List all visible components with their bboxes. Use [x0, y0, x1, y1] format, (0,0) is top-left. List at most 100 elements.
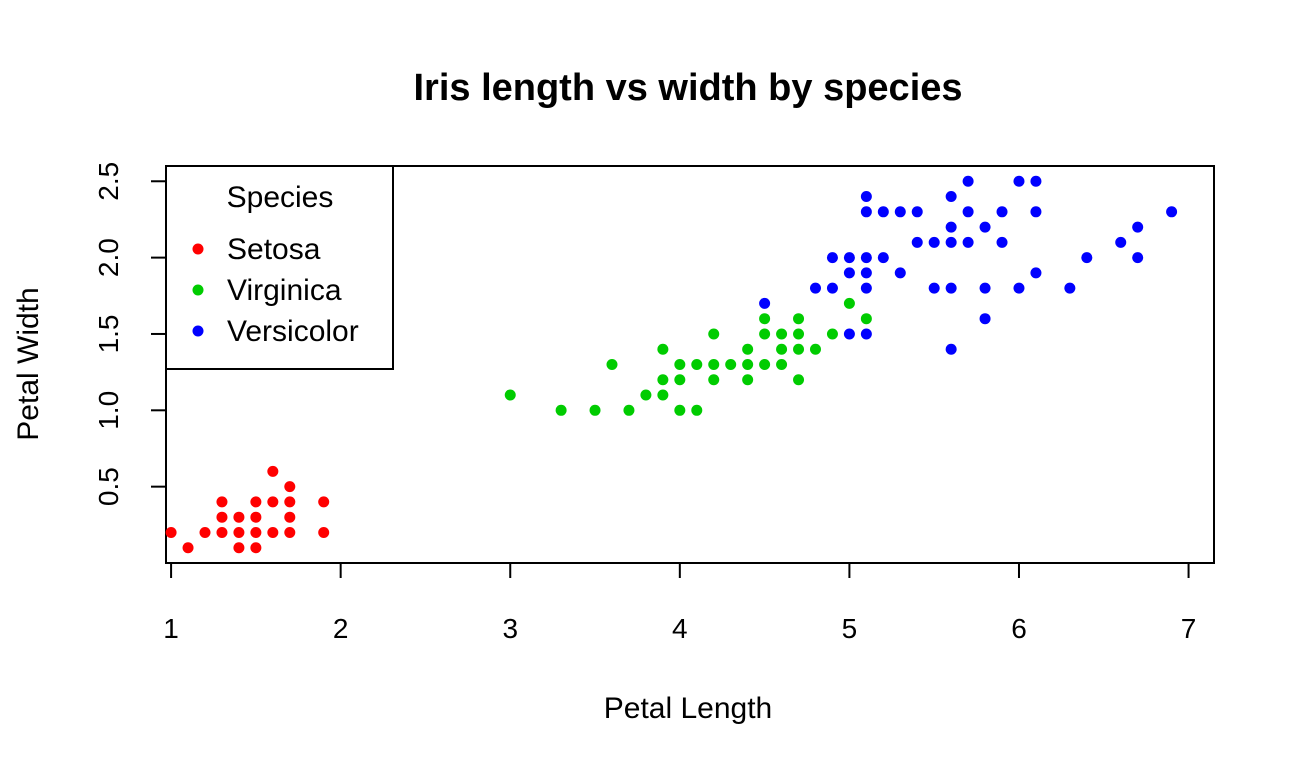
point-virginica — [793, 343, 805, 355]
point-versicolor — [996, 206, 1008, 218]
x-tick-label: 5 — [842, 613, 858, 644]
point-setosa — [250, 511, 262, 523]
point-setosa — [318, 496, 330, 508]
point-setosa — [233, 542, 245, 554]
point-virginica — [674, 374, 686, 386]
point-versicolor — [843, 328, 855, 340]
point-virginica — [793, 374, 805, 386]
point-versicolor — [979, 313, 991, 325]
point-virginica — [776, 328, 788, 340]
point-setosa — [216, 496, 228, 508]
point-setosa — [284, 481, 296, 493]
point-setosa — [233, 526, 245, 538]
y-tick-label: 1.0 — [93, 391, 124, 430]
x-tick-label: 7 — [1181, 613, 1197, 644]
point-versicolor — [877, 206, 889, 218]
point-setosa — [250, 526, 262, 538]
x-tick-label: 3 — [502, 613, 518, 644]
y-tick-label: 1.5 — [93, 314, 124, 353]
point-setosa — [284, 496, 296, 508]
point-versicolor — [860, 252, 872, 264]
point-versicolor — [843, 267, 855, 279]
point-setosa — [267, 465, 279, 477]
point-setosa — [182, 542, 194, 554]
point-setosa — [284, 511, 296, 523]
point-virginica — [657, 389, 669, 401]
point-virginica — [759, 359, 771, 370]
legend-marker-virginica — [192, 284, 204, 296]
y-tick-label: 2.5 — [93, 162, 124, 201]
point-virginica — [606, 359, 618, 370]
point-versicolor — [860, 282, 872, 294]
point-versicolor — [860, 328, 872, 340]
point-versicolor — [809, 282, 821, 294]
point-versicolor — [860, 206, 872, 218]
point-versicolor — [1166, 206, 1178, 218]
legend-marker-versicolor — [192, 325, 204, 337]
point-virginica — [708, 328, 720, 340]
legend-title: Species — [227, 181, 334, 214]
point-versicolor — [843, 252, 855, 264]
point-versicolor — [945, 221, 957, 233]
point-versicolor — [928, 282, 940, 294]
point-versicolor — [979, 221, 991, 233]
point-setosa — [284, 526, 296, 538]
point-virginica — [742, 359, 754, 370]
point-versicolor — [945, 343, 957, 355]
y-tick-label: 2.0 — [93, 238, 124, 277]
point-versicolor — [962, 206, 974, 218]
point-versicolor — [945, 236, 957, 248]
point-versicolor — [1064, 282, 1076, 294]
point-virginica — [674, 404, 686, 416]
point-virginica — [623, 404, 635, 416]
point-setosa — [267, 526, 279, 538]
point-virginica — [708, 359, 720, 370]
point-virginica — [860, 313, 872, 325]
point-virginica — [725, 359, 737, 370]
point-versicolor — [1115, 236, 1127, 248]
y-axis: 0.5 1.0 1.5 2.0 2.5 — [93, 162, 167, 506]
point-virginica — [674, 359, 686, 370]
point-versicolor — [996, 236, 1008, 248]
point-versicolor — [894, 206, 906, 218]
point-setosa — [250, 542, 262, 554]
x-axis: 1 2 3 4 5 6 7 — [163, 562, 1197, 644]
point-setosa — [199, 526, 211, 538]
point-virginica — [793, 313, 805, 325]
point-virginica — [843, 297, 855, 309]
point-setosa — [216, 526, 228, 538]
point-versicolor — [1081, 252, 1093, 264]
legend-box — [165, 165, 394, 370]
point-versicolor — [1132, 221, 1144, 233]
point-versicolor — [1030, 206, 1042, 218]
point-virginica — [555, 404, 567, 416]
point-virginica — [742, 343, 754, 355]
point-virginica — [759, 328, 771, 340]
y-axis-label: Petal Width — [12, 287, 45, 440]
point-virginica — [776, 343, 788, 355]
point-versicolor — [962, 236, 974, 248]
point-virginica — [826, 328, 838, 340]
point-virginica — [691, 359, 703, 370]
y-tick-label: 0.5 — [93, 467, 124, 506]
x-axis-label: Petal Length — [604, 692, 772, 725]
point-setosa — [318, 526, 330, 538]
point-versicolor — [1030, 175, 1042, 187]
point-versicolor — [826, 282, 838, 294]
point-virginica — [657, 374, 669, 386]
point-versicolor — [860, 267, 872, 279]
point-versicolor — [945, 191, 957, 203]
point-versicolor — [945, 282, 957, 294]
point-versicolor — [826, 252, 838, 264]
point-setosa — [233, 511, 245, 523]
point-versicolor — [979, 282, 991, 294]
point-setosa — [250, 496, 262, 508]
legend-label-versicolor: Versicolor — [227, 315, 359, 348]
legend: Species Setosa Virginica Versicolor — [165, 165, 394, 370]
point-versicolor — [911, 206, 923, 218]
data-points — [165, 175, 1178, 554]
point-versicolor — [894, 267, 906, 279]
point-virginica — [691, 404, 703, 416]
point-versicolor — [1013, 282, 1025, 294]
